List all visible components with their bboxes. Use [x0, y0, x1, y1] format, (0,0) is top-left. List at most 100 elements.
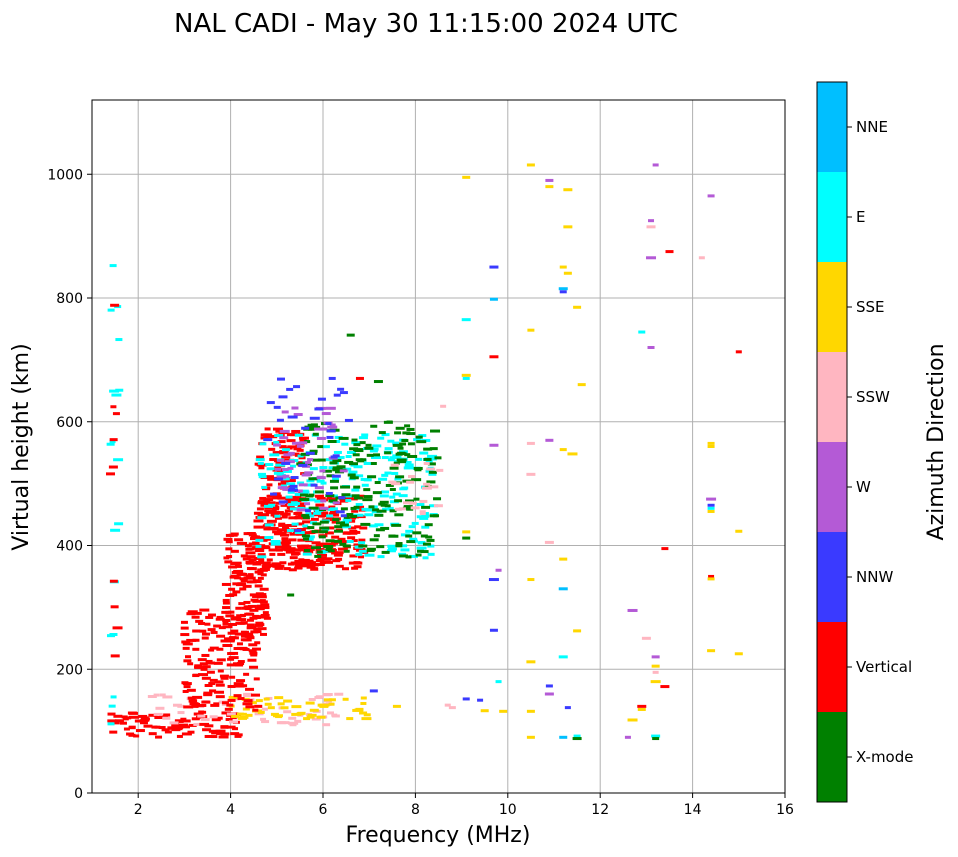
data-point: [296, 544, 306, 548]
data-point: [353, 561, 363, 565]
data-point: [259, 600, 268, 604]
data-point: [413, 497, 420, 501]
data-point: [624, 735, 631, 739]
data-point: [314, 509, 323, 513]
data-point: [240, 613, 247, 617]
data-point: [315, 503, 325, 507]
data-point: [252, 541, 260, 545]
data-point: [254, 607, 265, 611]
data-point: [324, 557, 333, 561]
data-point: [253, 525, 264, 529]
data-point: [274, 511, 284, 515]
data-point: [388, 480, 397, 484]
data-point: [558, 587, 568, 591]
y-axis-label: Virtual height (km): [9, 343, 34, 550]
data-point: [328, 512, 337, 516]
data-point: [307, 560, 314, 564]
data-point: [707, 194, 715, 198]
data-point: [363, 461, 372, 465]
data-point: [313, 511, 322, 515]
data-point: [335, 521, 345, 525]
data-point: [273, 443, 282, 447]
data-point: [275, 460, 285, 464]
data-point: [254, 623, 263, 627]
data-point: [337, 387, 345, 391]
data-point: [647, 346, 655, 349]
data-point: [368, 524, 378, 528]
data-point: [489, 443, 499, 447]
data-point: [364, 553, 375, 557]
data-point: [707, 577, 715, 581]
data-point: [305, 701, 315, 705]
data-point: [228, 695, 238, 699]
data-point: [735, 350, 742, 354]
data-point: [115, 338, 123, 342]
data-point: [232, 561, 242, 565]
data-point: [273, 440, 280, 444]
data-point: [177, 711, 185, 715]
data-point: [353, 465, 363, 469]
data-point: [235, 733, 243, 737]
data-point: [373, 453, 381, 457]
data-point: [135, 729, 145, 733]
data-point: [140, 717, 150, 721]
data-point: [252, 599, 263, 603]
data-point: [283, 453, 293, 457]
data-point: [231, 714, 240, 718]
data-point: [256, 604, 265, 608]
data-point: [329, 510, 339, 514]
data-point: [379, 494, 389, 498]
data-point: [183, 685, 191, 689]
data-point: [261, 707, 268, 711]
data-point: [559, 735, 568, 739]
data-point: [347, 536, 356, 540]
data-point: [488, 578, 499, 582]
data-point: [294, 566, 303, 570]
data-point: [295, 515, 302, 519]
data-point: [264, 523, 274, 527]
data-point: [193, 722, 200, 726]
data-point: [462, 376, 470, 380]
data-point: [735, 529, 743, 533]
data-point: [153, 712, 163, 716]
data-point: [220, 732, 230, 736]
data-point: [288, 503, 299, 507]
data-point: [272, 494, 282, 498]
data-point: [265, 498, 274, 502]
data-point: [332, 468, 341, 472]
data-point: [356, 547, 366, 551]
data-point: [171, 724, 179, 728]
data-point: [377, 555, 385, 559]
colorbar-tick-label: NNW: [856, 568, 893, 586]
data-point: [312, 432, 319, 436]
data-point: [288, 716, 297, 720]
data-point: [392, 454, 400, 458]
data-point: [220, 676, 229, 680]
data-point: [236, 646, 247, 650]
data-point: [255, 549, 265, 553]
data-point: [244, 607, 252, 611]
data-point: [707, 506, 715, 510]
data-point: [298, 463, 308, 467]
data-point: [365, 443, 372, 447]
data-point: [297, 538, 307, 542]
data-point: [347, 531, 358, 535]
data-point: [307, 713, 317, 717]
data-point: [387, 547, 397, 551]
data-point: [289, 507, 298, 511]
data-point: [307, 526, 315, 530]
data-point: [349, 554, 358, 558]
data-point: [380, 526, 390, 530]
data-point: [372, 491, 382, 495]
data-point: [360, 701, 367, 705]
data-point: [558, 655, 568, 659]
data-point: [314, 563, 325, 567]
data-point: [316, 475, 324, 479]
data-point: [310, 423, 318, 427]
data-point: [327, 549, 335, 553]
data-point: [389, 509, 397, 513]
data-point: [489, 265, 499, 269]
data-point: [428, 472, 437, 476]
data-point: [341, 493, 351, 497]
data-point: [113, 458, 124, 462]
